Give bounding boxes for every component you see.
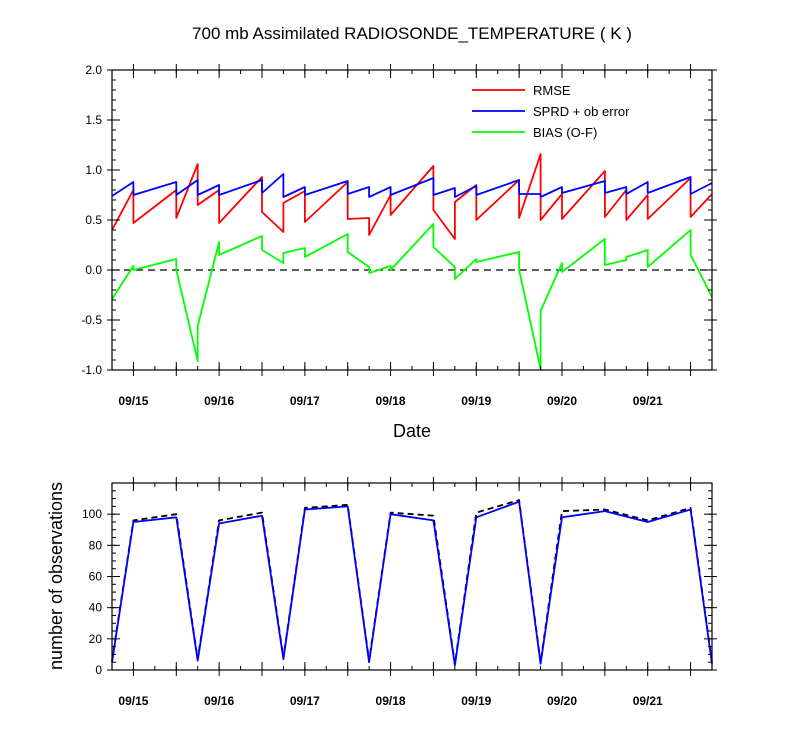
x-tick-label: 09/17 <box>290 694 320 708</box>
x-tick-label: 09/19 <box>461 394 491 408</box>
series-line-rmse <box>111 153 713 240</box>
x-axis-title: Date <box>393 421 431 441</box>
y-tick-label: 40 <box>89 601 103 615</box>
x-tick-label: 09/18 <box>376 694 406 708</box>
y-tick-label: 2.0 <box>85 63 102 77</box>
bottom-plot-frame <box>111 482 713 671</box>
x-tick-label: 09/20 <box>547 694 577 708</box>
x-tick-label: 09/18 <box>376 394 406 408</box>
chart-title: 700 mb Assimilated RADIOSONDE_TEMPERATUR… <box>192 24 632 43</box>
y-tick-label: 0 <box>95 663 102 677</box>
series-line-bias-o-f <box>111 223 713 370</box>
y-tick-label: 0.0 <box>85 263 102 277</box>
y-tick-label: 1.0 <box>85 163 102 177</box>
legend-label: SPRD + ob error <box>533 104 630 119</box>
legend-label: BIAS (O-F) <box>533 125 597 140</box>
y-tick-label: 60 <box>89 570 103 584</box>
bottom-chart: 100 80 60 40 20 0 09/15 09/16 09/17 09/18 09/19 09… <box>46 477 717 708</box>
y-tick-label: 100 <box>82 507 102 521</box>
x-tick-label: 09/15 <box>118 394 148 408</box>
legend: RMSE SPRD + ob error BIAS (O-F) <box>472 83 630 140</box>
y-tick-label: -1.0 <box>81 363 102 377</box>
x-tick-label: 09/21 <box>633 394 663 408</box>
x-tick-label: 09/16 <box>204 694 234 708</box>
series-line-possible-observations <box>111 499 713 665</box>
y-axis-title: number of observations <box>46 482 66 670</box>
x-tick-label: 09/21 <box>633 694 663 708</box>
y-tick-label: -0.5 <box>81 313 102 327</box>
x-tick-label: 09/16 <box>204 394 234 408</box>
y-tick-label: 1.5 <box>85 113 102 127</box>
series-line-sprd-ob-error <box>111 173 713 198</box>
y-tick-label: 20 <box>89 632 103 646</box>
y-tick-label: 80 <box>89 538 103 552</box>
y-tick-label: 0.5 <box>85 213 102 227</box>
x-tick-label: 09/20 <box>547 394 577 408</box>
legend-label: RMSE <box>533 83 571 98</box>
x-tick-label: 09/19 <box>461 694 491 708</box>
x-tick-label: 09/15 <box>118 694 148 708</box>
series-line-used-observations <box>111 500 713 667</box>
top-chart: 700 mb Assimilated RADIOSONDE_TEMPERATUR… <box>81 24 717 441</box>
x-tick-label: 09/17 <box>290 394 320 408</box>
